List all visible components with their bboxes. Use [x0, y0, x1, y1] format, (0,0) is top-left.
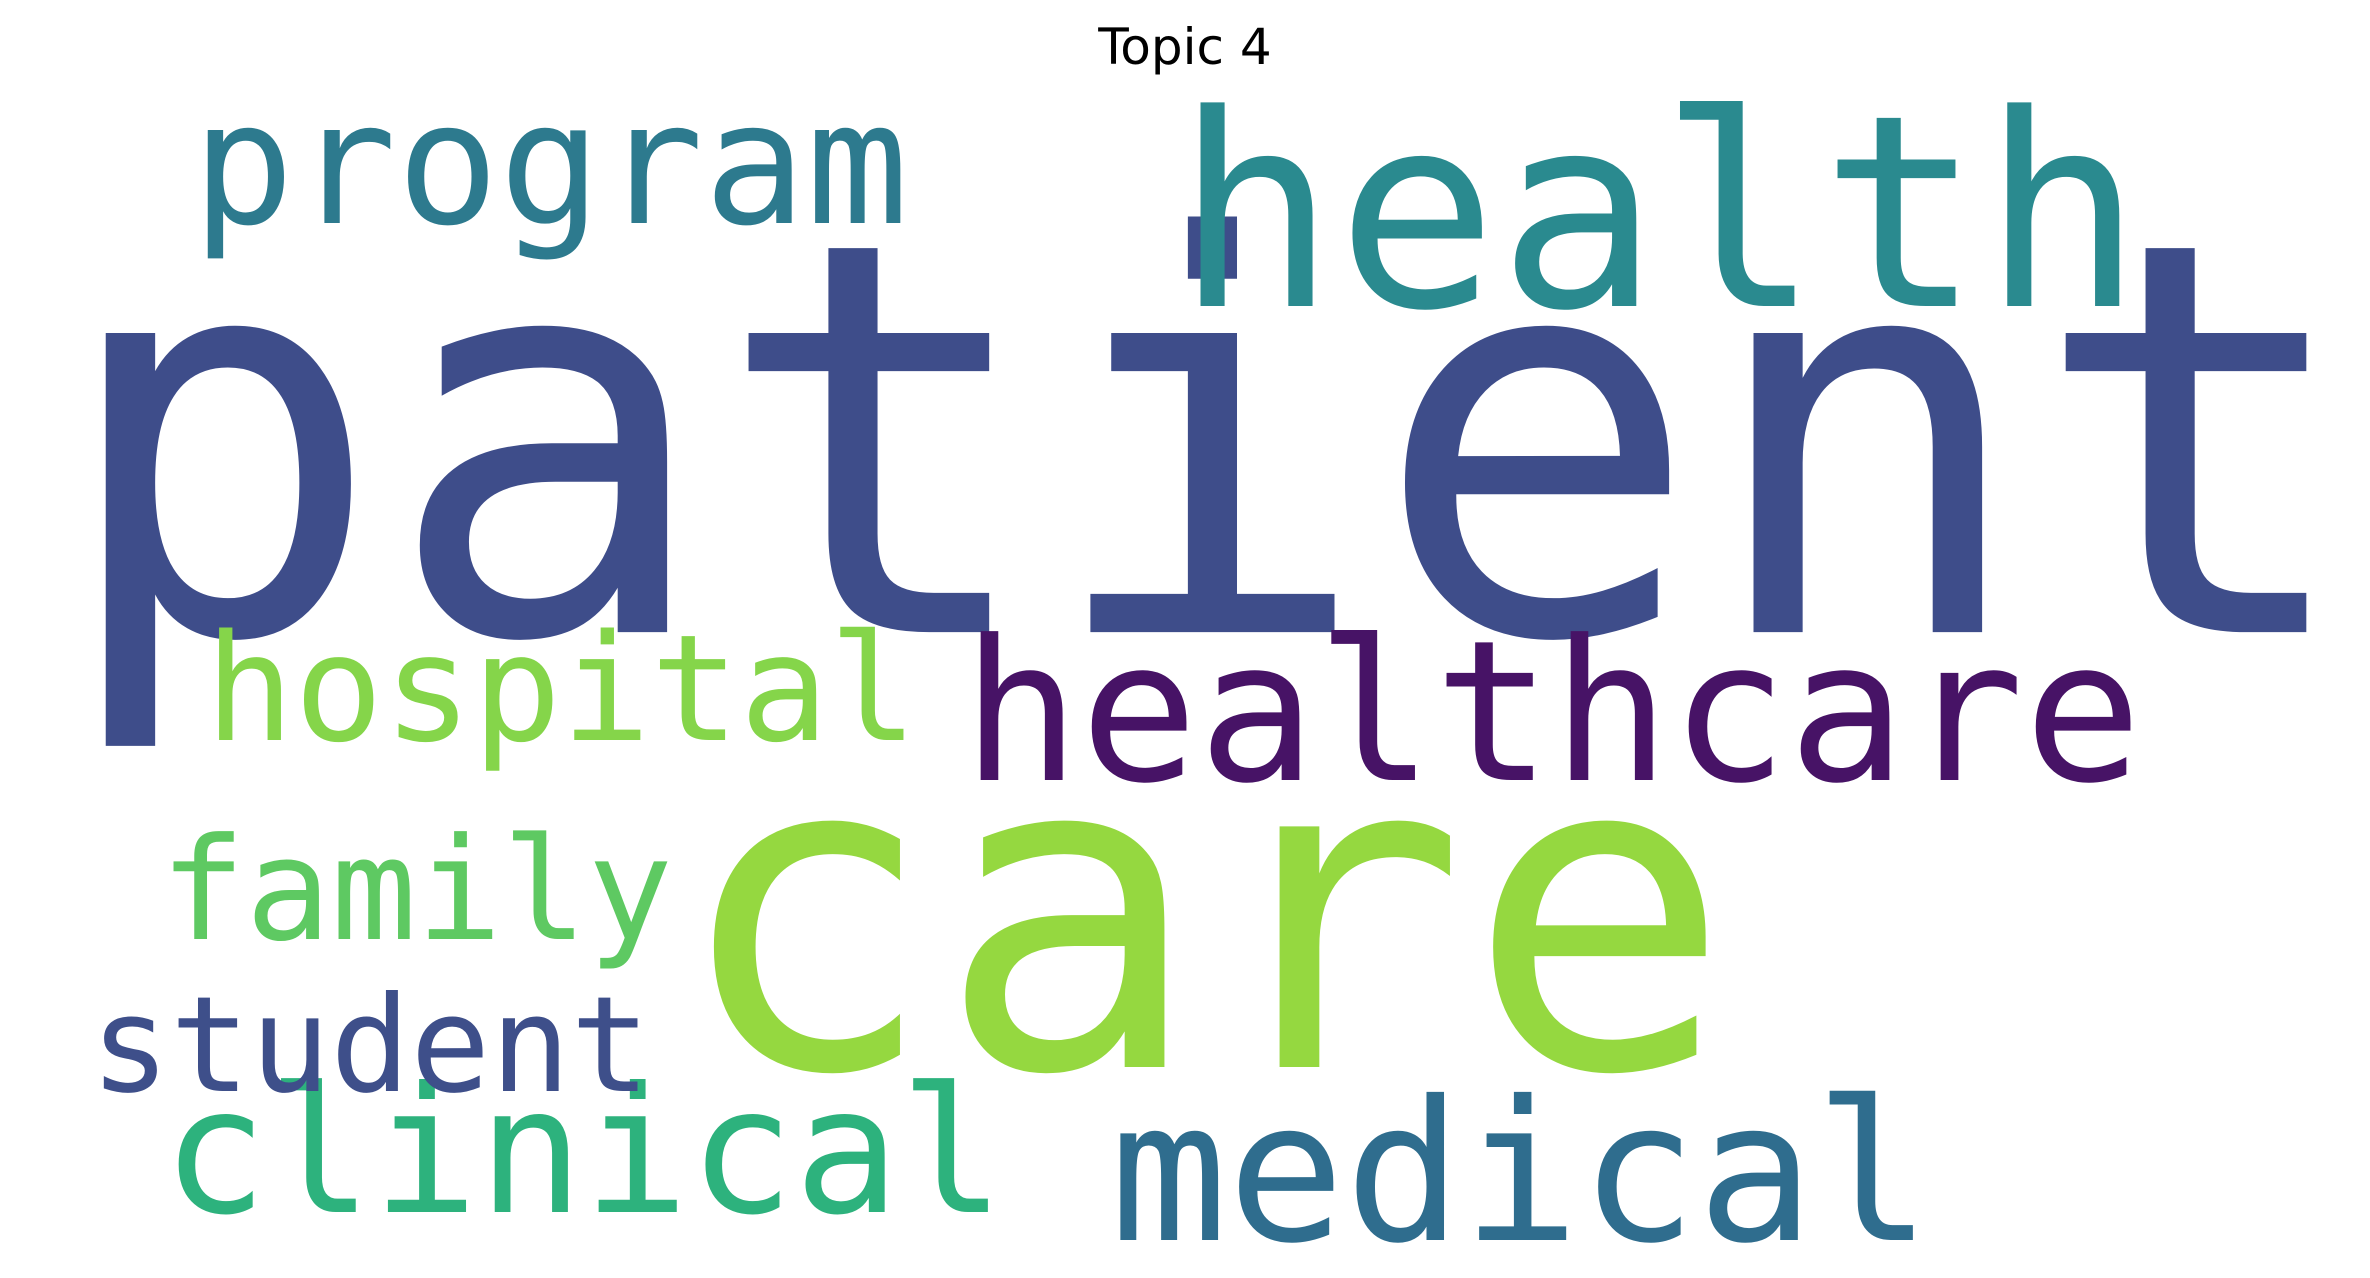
word-student: student	[90, 969, 651, 1123]
word-healthcare: healthcare	[962, 599, 2143, 827]
word-medical: medical	[1110, 1059, 1932, 1278]
word-family: family	[160, 808, 673, 973]
word-care: care	[672, 659, 1732, 1171]
word-clinical: clinical	[162, 1051, 1005, 1254]
word-health: health	[1175, 58, 2144, 370]
word-program: program	[192, 66, 909, 264]
word-patient: patient	[55, 125, 2360, 762]
figure-title: Topic 4	[1098, 18, 1272, 76]
word-hospital: hospital	[205, 603, 918, 775]
